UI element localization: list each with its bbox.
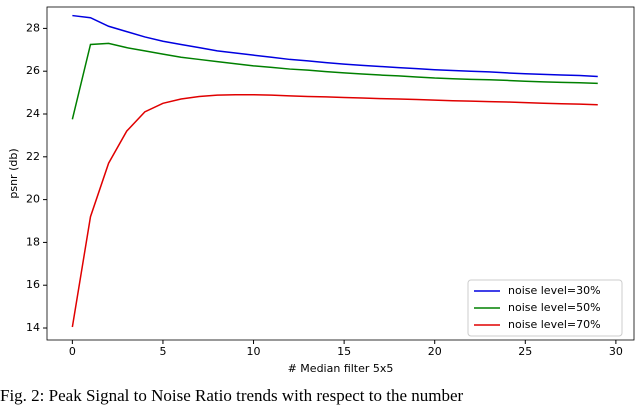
y-tick-label: 18 bbox=[26, 235, 40, 248]
y-axis-label: psnr (db) bbox=[7, 148, 20, 198]
x-tick-label: 20 bbox=[428, 345, 442, 358]
legend-label: noise level=30% bbox=[508, 284, 601, 297]
legend-box bbox=[467, 279, 623, 337]
x-tick-label: 30 bbox=[609, 345, 623, 358]
plot-frame bbox=[46, 6, 635, 341]
y-tick-label: 26 bbox=[26, 64, 40, 77]
series-line bbox=[72, 14, 598, 78]
y-tick-label: 14 bbox=[26, 321, 40, 334]
caption: Fig. 2: Peak Signal to Noise Ratio trend… bbox=[0, 386, 464, 405]
y-tick-label: 22 bbox=[26, 150, 40, 163]
x-tick-label: 10 bbox=[247, 345, 261, 358]
x-axis-label: # Median filter 5x5 bbox=[288, 362, 394, 375]
legend-label: noise level=70% bbox=[508, 318, 601, 331]
x-tick-label: 25 bbox=[518, 345, 532, 358]
y-tick-label: 24 bbox=[26, 107, 40, 120]
series-line bbox=[71, 93, 598, 328]
y-tick-label: 16 bbox=[26, 278, 40, 291]
x-tick-label: 15 bbox=[337, 345, 351, 358]
y-tick-label: 20 bbox=[26, 193, 40, 206]
x-tick-label: 5 bbox=[159, 345, 166, 358]
series-line bbox=[71, 42, 598, 120]
x-tick-label: 0 bbox=[69, 345, 76, 358]
legend-label: noise level=50% bbox=[508, 301, 601, 314]
y-tick-label: 28 bbox=[26, 21, 40, 34]
